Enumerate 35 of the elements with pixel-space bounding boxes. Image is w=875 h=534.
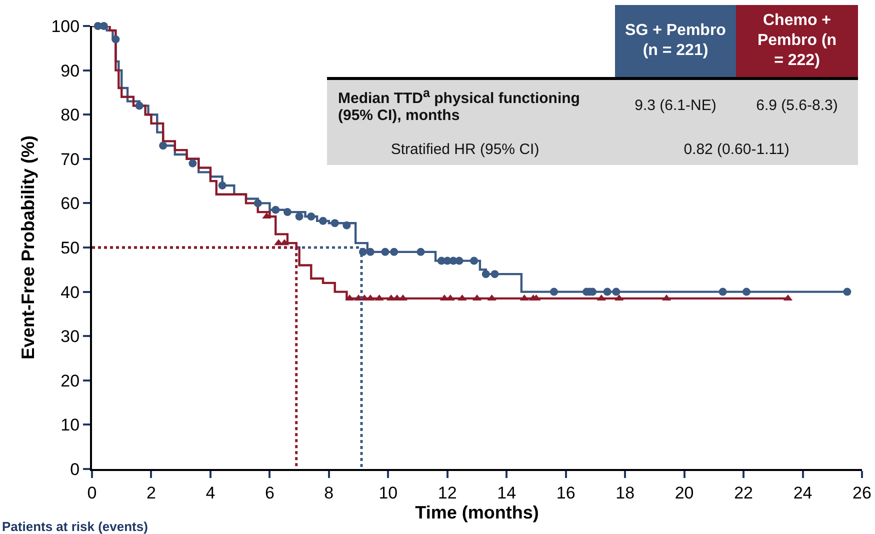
x-tick-label: 4 <box>206 483 216 502</box>
x-tick-label: 12 <box>438 483 457 502</box>
y-tick-label: 0 <box>70 460 80 479</box>
annotation: Median TTD$^{a}$ physical functioning (95% CI), months <box>338 86 581 124</box>
y-tick-label: 50 <box>60 238 80 258</box>
x-tick-label: 18 <box>616 483 635 502</box>
y-tick-label: 100 <box>51 16 80 36</box>
annotation: Chemo + Pembro (n = 222) <box>757 11 837 71</box>
y-axis-title: Event-Free Probability (%) <box>18 135 38 360</box>
x-axis-title: Time (months) <box>415 502 539 522</box>
x-tick-label: 22 <box>734 483 753 502</box>
x-tick-label: 10 <box>378 483 398 502</box>
x-tick-label: 26 <box>852 483 872 502</box>
y-tick-label: 30 <box>60 327 80 346</box>
y-tick-label: 60 <box>60 194 80 214</box>
y-tick-label: 10 <box>60 416 80 435</box>
y-tick-label: 40 <box>60 282 80 302</box>
y-tick-label: 20 <box>60 371 80 390</box>
annotation: 6.9 (5.6-8.3) <box>755 96 839 116</box>
x-tick-label: 0 <box>87 483 97 502</box>
y-tick-label: 80 <box>60 106 80 125</box>
annotation: 0.82 (0.60-1.11) <box>682 140 790 160</box>
x-tick-label: 6 <box>264 483 274 502</box>
x-tick-label: 24 <box>793 483 812 502</box>
y-tick-label: 70 <box>60 150 80 169</box>
annotation: Stratified HR (95% CI) <box>390 140 540 160</box>
x-tick-label: 14 <box>497 483 516 502</box>
x-tick-label: 2 <box>146 483 156 502</box>
x-tick-label: 20 <box>674 483 694 502</box>
x-tick-label: 16 <box>556 483 576 502</box>
x-tick-label: 8 <box>324 483 334 502</box>
annotation: 9.3 (6.1-NE) <box>634 96 718 116</box>
text: Patients at risk (events) <box>2 519 148 534</box>
y-tick-label: 90 <box>60 61 80 80</box>
annotation: SG + Pembro (n = 221) <box>624 21 727 61</box>
